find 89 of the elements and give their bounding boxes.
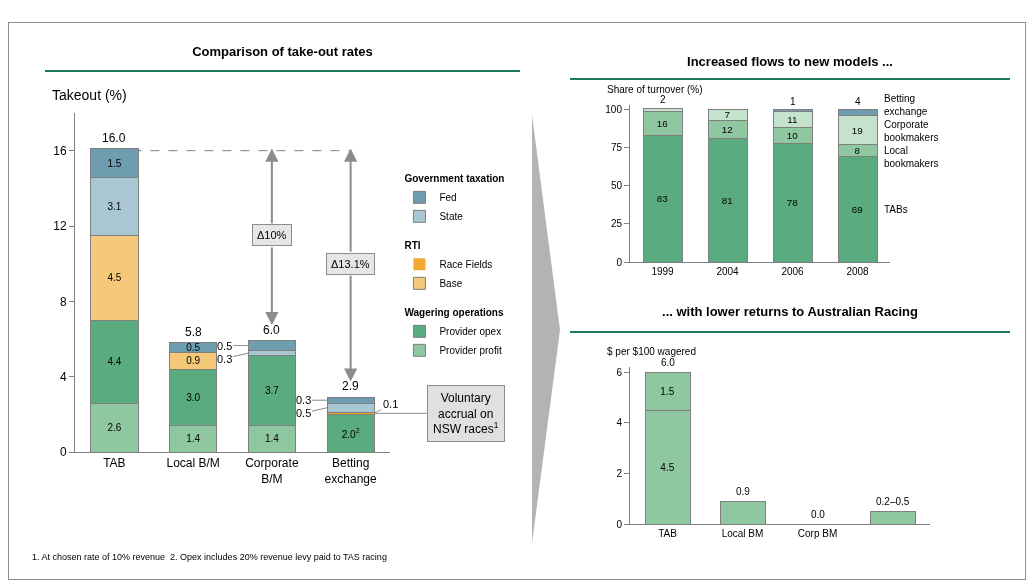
- data-label: 4.5: [107, 272, 122, 284]
- data-label: 78: [786, 196, 798, 208]
- annotation: Δ10%: [257, 229, 287, 241]
- y-axis-title: Takeout (%): [52, 87, 127, 103]
- x-tick-label: 2008: [846, 266, 870, 277]
- total-label: 16.0: [102, 131, 126, 145]
- data-label: 1: [790, 96, 796, 107]
- data-label: 4.4: [107, 356, 122, 368]
- data-label: 2.0$^{2}$: [341, 427, 360, 440]
- series-label: Betting exchange: [884, 93, 928, 117]
- x-tick-label: Betting exchange: [324, 456, 377, 486]
- total-label: 6.0: [661, 357, 676, 368]
- data-label: 81: [721, 194, 733, 206]
- chart-title: ... with lower returns to Australian Racing: [570, 298, 1010, 333]
- y-tick-label: 25: [610, 218, 623, 230]
- data-label: 1.4: [186, 433, 201, 445]
- series-label: Corporate bookmakers: [884, 119, 939, 143]
- total-label: 6.0: [263, 323, 281, 337]
- text: Voluntary accrual on NSW races$^{1}$: [433, 391, 499, 437]
- data-label: 8: [854, 145, 860, 157]
- x-tick-label: 1999: [651, 266, 675, 277]
- series-label: TABs: [884, 204, 908, 215]
- x-tick-label: Local BM: [721, 528, 764, 539]
- y-tick-label: 6: [616, 366, 623, 378]
- x-tick-label: TAB: [658, 528, 678, 539]
- legend-label: Fed: [439, 192, 457, 204]
- y-tick-label: 0: [616, 256, 623, 268]
- legend-label: State: [439, 211, 464, 223]
- data-label: 0.5: [186, 342, 201, 354]
- x-tick-label: Local B/M: [166, 456, 220, 471]
- y-axis-title: Share of turnover (%): [607, 84, 703, 95]
- x-tick-label: Corporate B/M: [245, 456, 299, 486]
- legend-label: Provider profit: [439, 345, 502, 357]
- text: Government taxation: [404, 173, 505, 185]
- data-label: 83: [656, 193, 668, 205]
- y-tick-label: 4: [59, 369, 67, 384]
- y-tick-label: 100: [605, 104, 623, 116]
- legend-label: Race Fields: [439, 259, 493, 271]
- y-tick-label: 2: [616, 467, 623, 479]
- legend-label: Provider opex: [439, 326, 502, 338]
- y-tick-label: 4: [616, 417, 623, 429]
- data-label: 1.4: [264, 433, 280, 445]
- annotation: Δ13.1%: [331, 258, 370, 270]
- x-tick-label: 2004: [716, 266, 740, 277]
- y-tick-label: 0: [616, 518, 623, 530]
- data-label: 2: [660, 94, 666, 105]
- data-label: 3.1: [107, 200, 122, 212]
- series-label: Local bookmakers: [884, 145, 939, 169]
- text: 1. At chosen rate of 10% revenue 2. Opex includes 20% revenue levy paid to TAS racing: [32, 552, 387, 562]
- data-label: 0.5: [296, 407, 312, 419]
- x-tick-label: Corp BM: [797, 528, 838, 539]
- data-label: 1.5: [107, 157, 122, 169]
- data-label: 19: [851, 124, 863, 136]
- y-tick-label: 16: [53, 143, 67, 158]
- x-tick-label: TAB: [103, 456, 126, 471]
- data-label: 11: [787, 113, 798, 125]
- total-label: 0.0: [811, 509, 826, 520]
- text: Wagering operations: [404, 307, 504, 319]
- total-label: 0.2–0.5: [876, 496, 910, 507]
- text: RTI: [404, 240, 421, 252]
- y-tick-label: 75: [610, 142, 623, 154]
- data-label: 0.1: [383, 398, 399, 410]
- data-label: 10: [786, 129, 799, 141]
- y-tick-label: 8: [59, 294, 67, 309]
- chart-title: Increased flows to new models ...: [570, 48, 1010, 80]
- data-label: 69: [851, 203, 863, 215]
- legend-label: Base: [439, 278, 463, 290]
- data-label: 0.3: [296, 394, 312, 406]
- chart-title: Comparison of take-out rates: [45, 38, 520, 72]
- data-label: 7: [724, 109, 730, 121]
- data-label: 0.5: [217, 340, 233, 352]
- data-label: 3.0: [186, 392, 201, 404]
- data-label: 4.5: [660, 461, 675, 473]
- y-axis-title: $ per $100 wagered: [607, 346, 696, 357]
- y-tick-label: 12: [53, 219, 67, 234]
- data-label: 0.9: [186, 355, 201, 367]
- data-label: 1.5: [660, 385, 675, 397]
- total-label: 0.9: [736, 486, 751, 497]
- y-tick-label: 50: [610, 180, 623, 192]
- total-label: 2.9: [342, 379, 360, 393]
- y-tick-label: 0: [59, 445, 67, 460]
- data-label: 0.3: [217, 353, 233, 365]
- data-label: 16: [656, 117, 668, 129]
- total-label: 5.8: [185, 325, 203, 339]
- x-tick-label: 2006: [781, 266, 805, 277]
- data-label: 4: [855, 96, 861, 107]
- data-label: 2.6: [107, 422, 122, 434]
- data-label: 12: [721, 123, 733, 135]
- data-label: 3.7: [264, 385, 280, 397]
